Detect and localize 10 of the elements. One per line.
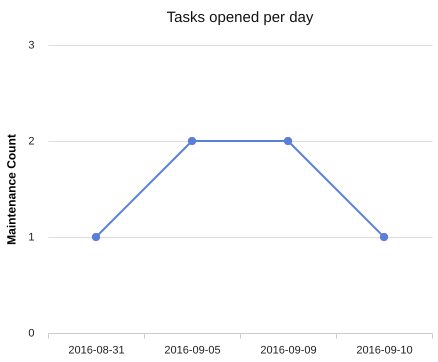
x-tick-label: 2016-08-31 [68, 344, 125, 356]
y-tick-label: 0 [28, 328, 34, 340]
y-tick-label: 2 [28, 136, 34, 148]
y-tick-label: 1 [28, 232, 34, 244]
x-tick-label: 2016-09-09 [260, 344, 317, 356]
y-tick-label: 3 [28, 40, 34, 52]
x-tick-label: 2016-09-05 [164, 344, 221, 356]
y-axis-title: Maintenance Count [4, 134, 18, 245]
chart-title: Tasks opened per day [166, 9, 314, 26]
x-tick-label: 2016-09-10 [356, 344, 413, 356]
